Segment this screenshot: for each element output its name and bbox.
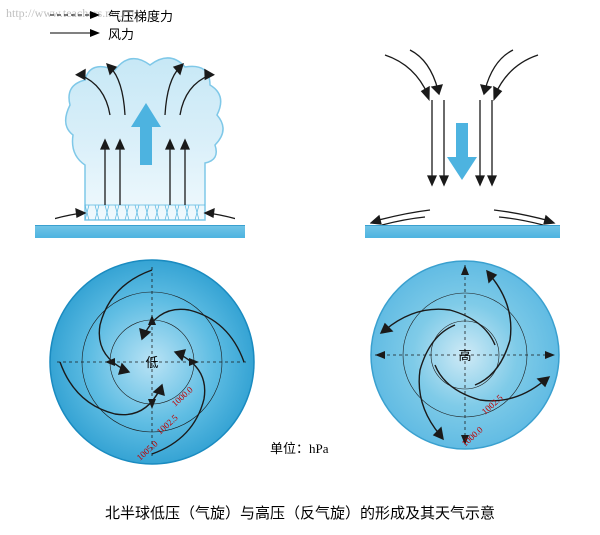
cyclone-plan-view: 低 1000.0 1002.5 1005.0 [45, 255, 260, 470]
legend-wind: 风力 [50, 24, 173, 42]
legend-label: 风力 [108, 24, 134, 43]
dashed-arrow-icon [50, 9, 102, 21]
center-label: 高 [458, 348, 471, 363]
downdraft-arrow-icon [447, 123, 477, 180]
surface-bar-right [365, 225, 560, 238]
surface-bar-left [35, 225, 245, 238]
solid-arrow-icon [50, 27, 102, 39]
caption: 北半球低压（气旋）与高压（反气旋）的形成及其天气示意 [0, 502, 600, 523]
anticyclone-flow-diagram [370, 45, 560, 230]
cyclone-cloud-diagram [55, 45, 235, 230]
anticyclone-plan-view: 高 1002.5 1000.0 [365, 255, 580, 470]
unit-label: 单位：hPa [270, 438, 329, 457]
center-label: 低 [145, 355, 158, 370]
legend: 气压梯度力 风力 [50, 6, 173, 42]
legend-label: 气压梯度力 [108, 6, 173, 25]
legend-pressure-gradient: 气压梯度力 [50, 6, 173, 24]
